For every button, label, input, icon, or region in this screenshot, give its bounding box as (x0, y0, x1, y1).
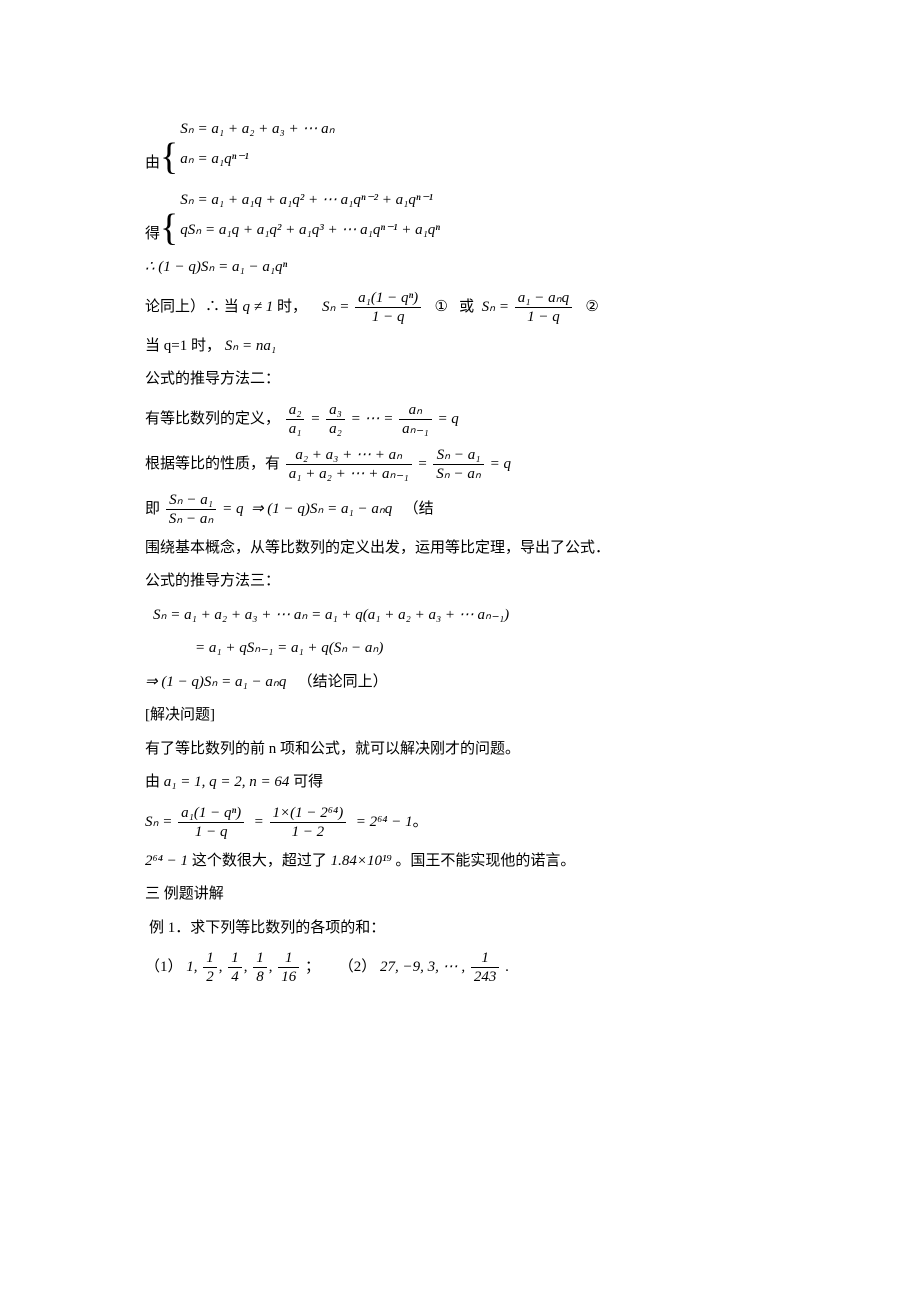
geometric-definition: 有等比数列的定义， a₂ a₁ = a₃ a₂ = ⋯ = aₙ aₙ₋₁ = … (145, 401, 790, 438)
label-de: 得 (145, 222, 160, 248)
solve-computation: Sₙ = a₁(1 − qⁿ) 1 − q = 1×(1 − 2⁶⁴) 1 − … (145, 804, 790, 841)
result-q-ne-1: 论同上）∴ 当 q ≠ 1 时， Sₙ = a₁(1 − qⁿ) 1 − q ①… (145, 289, 790, 326)
section-3-heading: 三 例题讲解 (145, 882, 790, 908)
ji-label: 即 (145, 500, 160, 516)
derivation-step-1: 由 { Sₙ = a₁ + a₂ + a₃ + ⋯ aₙ aₙ = a₁qⁿ⁻¹ (145, 113, 790, 176)
ratio-property: 根据等比的性质，有 a₂ + a₃ + ⋯ + aₙ a₁ + a₂ + ⋯ +… (145, 446, 790, 483)
arrow-result: ⇒ (1 − q)Sₙ = a₁ − aₙq (251, 500, 392, 516)
or-label: 或 (459, 298, 474, 314)
given-values: 由 a₁ = 1, q = 2, n = 64 可得 (145, 770, 790, 796)
frac-formula-1: a₁(1 − qⁿ) 1 − q (355, 289, 421, 326)
eq-qsn-expand: qSₙ = a₁q + a₁q² + a₁q³ + ⋯ a₁qⁿ⁻¹ + a₁q… (180, 218, 440, 244)
jie-suffix: （结 (404, 500, 434, 516)
sn-na1: Sₙ = na₁ (225, 338, 276, 354)
document-page: 由 { Sₙ = a₁ + a₂ + a₃ + ⋯ aₙ aₙ = a₁qⁿ⁻¹… (0, 0, 920, 1302)
conclusion-same: （结论同上） (298, 674, 388, 690)
example-sequences: （1） 1, 12, 14, 18, 116 ； （2） 27, −9, 3, … (145, 949, 790, 986)
eq-therefore: ∴ (1 − q)Sₙ = a₁ − a₁qⁿ (145, 255, 790, 281)
prop-prefix: 根据等比的性质，有 (145, 455, 280, 471)
method3-line1: Sₙ = a₁ + a₂ + a₃ + ⋯ aₙ = a₁ + q(a₁ + a… (153, 603, 790, 629)
big-number-note: 2⁶⁴ − 1 这个数很大，超过了 1.84×10¹⁹ 。国王不能实现他的诺言。 (145, 849, 790, 875)
circled-1: ① (434, 298, 447, 314)
derivation-step-2: 得 { Sₙ = a₁ + a₁q + a₁q² + ⋯ a₁qⁿ⁻² + a₁… (145, 184, 790, 247)
q-ne-1: q ≠ 1 (243, 298, 274, 314)
example-1-title: 例 1．求下列等比数列的各项的和： (149, 916, 790, 942)
item-1-label: （1） (145, 959, 183, 975)
method3-line3: ⇒ (1 − q)Sₙ = a₁ − aₙq （结论同上） (145, 670, 790, 696)
eq-an: aₙ = a₁qⁿ⁻¹ (180, 147, 334, 173)
result-q-eq-1: 当 q=1 时， Sₙ = na₁ (145, 334, 790, 360)
surround-text: 围绕基本概念，从等比数列的定义出发，运用等比定理，导出了公式． (145, 536, 790, 562)
ji-line: 即 Sₙ − a₁ Sₙ − aₙ = q ⇒ (1 − q)Sₙ = a₁ −… (145, 491, 790, 528)
eq-sn-sum: Sₙ = a₁ + a₂ + a₃ + ⋯ aₙ (180, 117, 334, 143)
label-you: 由 (145, 151, 160, 177)
conclusion-prefix: 论同上）∴ 当 (145, 298, 239, 314)
shi: 时， (277, 298, 307, 314)
when-q1: 当 q=1 时， (145, 338, 221, 354)
method3-heading: 公式的推导方法三： (145, 569, 790, 595)
sn-eq-2: Sₙ = (482, 298, 509, 314)
solve-heading: [解决问题] (145, 703, 790, 729)
solve-intro: 有了等比数列的前 n 项和公式，就可以解决刚才的问题。 (145, 737, 790, 763)
eq-sn-expand: Sₙ = a₁ + a₁q + a₁q² + ⋯ a₁qⁿ⁻² + a₁qⁿ⁻¹ (180, 188, 440, 214)
def-prefix: 有等比数列的定义， (145, 410, 280, 426)
frac-formula-2: a₁ − aₙq 1 − q (515, 289, 572, 326)
method3-line2: = a₁ + qSₙ₋₁ = a₁ + q(Sₙ − aₙ) (195, 636, 790, 662)
method2-heading: 公式的推导方法二： (145, 367, 790, 393)
circled-2: ② (585, 298, 598, 314)
item-2-label: （2） (339, 959, 377, 975)
sn-eq: Sₙ = (322, 298, 349, 314)
